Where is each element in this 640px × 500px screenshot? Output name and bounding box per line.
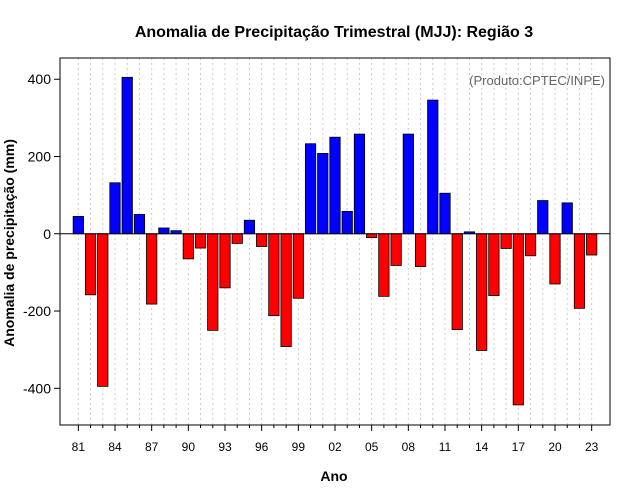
bar-2016 xyxy=(500,233,512,249)
bar-2007 xyxy=(390,233,402,266)
y-axis: 400 200 0 -200 -400 xyxy=(23,71,60,396)
bar-2022 xyxy=(573,233,586,309)
x-tick-label: 96 xyxy=(255,440,269,454)
bar-2010 xyxy=(427,99,439,235)
bar-1999 xyxy=(292,233,304,299)
chart-title: Anomalia de Precipitação Trimestral (MJJ… xyxy=(135,24,533,41)
bar-1997 xyxy=(268,233,280,317)
bars xyxy=(72,76,598,406)
x-tick-label: 17 xyxy=(512,440,526,454)
y-tick-label: -400 xyxy=(23,380,51,396)
x-tick-label: 02 xyxy=(328,440,342,454)
bar-2005 xyxy=(366,233,378,239)
y-tick-label: 400 xyxy=(28,71,52,87)
bar-2006 xyxy=(378,233,390,297)
bar-1988 xyxy=(158,227,170,235)
x-tick-label: 23 xyxy=(585,440,599,454)
source-annotation: (Produto:CPTEC/INPE) xyxy=(469,73,605,88)
x-tick-label: 87 xyxy=(145,440,159,454)
x-tick-label: 93 xyxy=(218,440,232,454)
bar-1990 xyxy=(182,233,194,260)
bar-2023 xyxy=(586,233,598,256)
bar-2003 xyxy=(341,210,353,235)
bar-2002 xyxy=(329,136,341,235)
bar-2018 xyxy=(524,233,537,257)
bar-1981 xyxy=(72,215,84,235)
x-tick-label: 11 xyxy=(439,440,452,454)
x-tick-label: 99 xyxy=(292,440,306,454)
bar-1996 xyxy=(256,233,268,247)
y-tick-label: -200 xyxy=(23,303,51,319)
bar-2009 xyxy=(414,233,427,268)
x-tick-label: 90 xyxy=(182,440,196,454)
bar-2008 xyxy=(402,133,414,235)
bar-1985 xyxy=(121,76,133,235)
bar-1995 xyxy=(243,219,256,235)
x-tick-label: 05 xyxy=(365,440,379,454)
bar-2001 xyxy=(317,153,329,235)
x-tick-label: 81 xyxy=(72,440,86,454)
y-axis-label: Anomalia de precipitação (mm) xyxy=(1,139,17,347)
bar-2019 xyxy=(537,200,549,235)
x-tick-label: 84 xyxy=(108,440,122,454)
bar-1991 xyxy=(194,233,207,249)
x-axis: 81 84 87 90 93 96 99 02 05 08 11 14 17 20 23 xyxy=(72,425,599,454)
bar-2021 xyxy=(561,202,573,235)
bar-2012 xyxy=(451,233,463,330)
bar-2017 xyxy=(512,233,524,406)
bar-1993 xyxy=(219,233,231,289)
bar-2014 xyxy=(476,233,488,351)
bar-1987 xyxy=(146,233,158,305)
y-tick-label: 0 xyxy=(43,226,51,242)
bar-2011 xyxy=(439,192,451,235)
bar-1986 xyxy=(133,214,146,235)
x-tick-label: 08 xyxy=(402,440,416,454)
bar-1998 xyxy=(280,233,292,347)
bar-1983 xyxy=(97,233,109,387)
x-tick-label: 14 xyxy=(475,440,489,454)
x-tick-label: 20 xyxy=(548,440,562,454)
bar-1994 xyxy=(231,233,243,244)
bar-1982 xyxy=(84,233,97,296)
x-axis-label: Ano xyxy=(320,468,347,484)
bar-2004 xyxy=(353,133,366,235)
bar-2020 xyxy=(549,233,561,285)
bar-1992 xyxy=(207,233,219,331)
bar-2000 xyxy=(304,143,317,235)
y-tick-label: 200 xyxy=(28,149,52,165)
bar-2015 xyxy=(488,233,500,296)
bar-1984 xyxy=(109,182,121,235)
